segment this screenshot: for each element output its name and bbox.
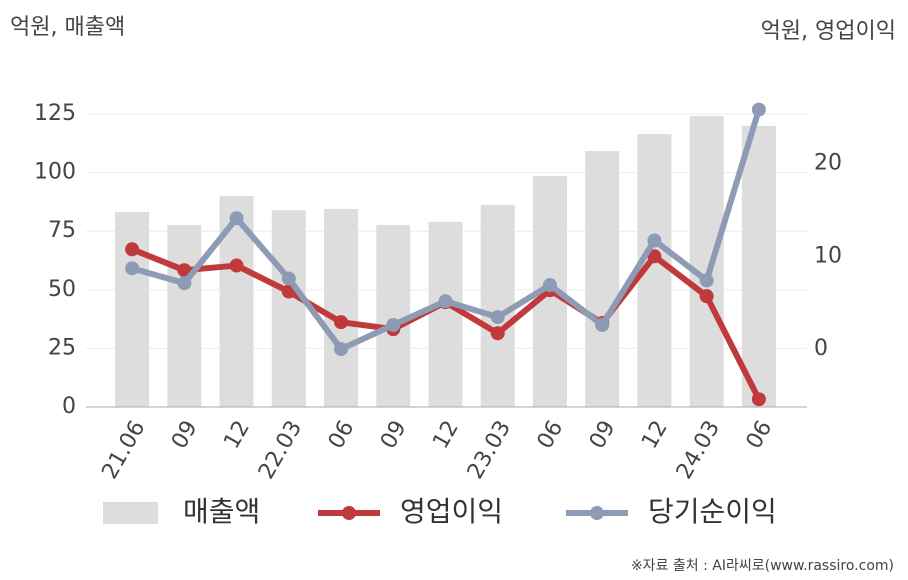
line-marker [229, 258, 244, 273]
bar [271, 210, 306, 407]
line-marker [490, 326, 505, 341]
bar [741, 125, 776, 407]
y2-tick-label: 20 [814, 150, 842, 175]
x-tick-label: 09 [167, 417, 203, 454]
line-marker [334, 315, 349, 330]
line-marker [542, 278, 557, 293]
bar [167, 225, 202, 407]
legend-label: 당기순이익 [648, 495, 777, 528]
y2-tick-label: 10 [814, 243, 842, 268]
line-marker [595, 317, 610, 332]
line-marker [386, 317, 401, 332]
legend-label: 매출액 [183, 495, 260, 528]
bar [689, 116, 724, 408]
line-marker [177, 276, 192, 291]
y-tick-label: 25 [48, 335, 76, 360]
line-marker [125, 242, 140, 257]
legend-label: 영업이익 [400, 495, 503, 528]
x-tick-label: 22.03 [254, 417, 307, 484]
bar [115, 212, 150, 407]
line-marker [751, 392, 766, 407]
legend-swatch [342, 506, 356, 520]
x-tick-label: 06 [533, 417, 569, 454]
line-marker [438, 294, 453, 309]
line-marker [177, 263, 192, 278]
y-tick-label: 75 [48, 218, 76, 243]
line-marker [281, 271, 296, 286]
y-tick-label: 0 [62, 394, 76, 419]
line-marker [699, 289, 714, 304]
line-marker [125, 261, 140, 276]
bar [324, 208, 359, 407]
x-tick-label: 09 [585, 417, 621, 454]
bar [585, 151, 620, 407]
line-marker [229, 211, 244, 226]
y2-axis-title: 억원, 영업이익 [761, 19, 896, 44]
line-marker [699, 273, 714, 288]
x-tick-label: 21.06 [97, 417, 150, 484]
x-tick-label: 12 [428, 417, 464, 454]
line-marker [334, 342, 349, 357]
bar [480, 204, 515, 407]
x-tick-label: 06 [742, 417, 778, 454]
y-axis-title: 억원, 매출액 [10, 15, 125, 40]
y-tick-label: 50 [48, 277, 76, 302]
x-tick-label: 12 [637, 417, 673, 454]
x-tick-label: 23.03 [463, 417, 516, 484]
legend-swatch [590, 506, 604, 520]
x-tick-label: 09 [376, 417, 412, 454]
x-tick-label: 24.03 [672, 417, 725, 484]
line-marker [490, 310, 505, 325]
x-tick-label: 12 [219, 417, 255, 454]
y-tick-label: 100 [34, 160, 76, 185]
source: ※자료 출처 : AI라씨로(www.rassiro.com) [631, 558, 894, 574]
legend-swatch [103, 502, 158, 524]
line-marker [647, 249, 662, 264]
bar [376, 225, 411, 407]
x-tick-label: 06 [324, 417, 360, 454]
y2-tick-label: 0 [814, 336, 828, 361]
line-marker [751, 102, 766, 117]
line-marker [647, 233, 662, 248]
y-tick-label: 125 [34, 101, 76, 126]
bar [428, 221, 463, 407]
